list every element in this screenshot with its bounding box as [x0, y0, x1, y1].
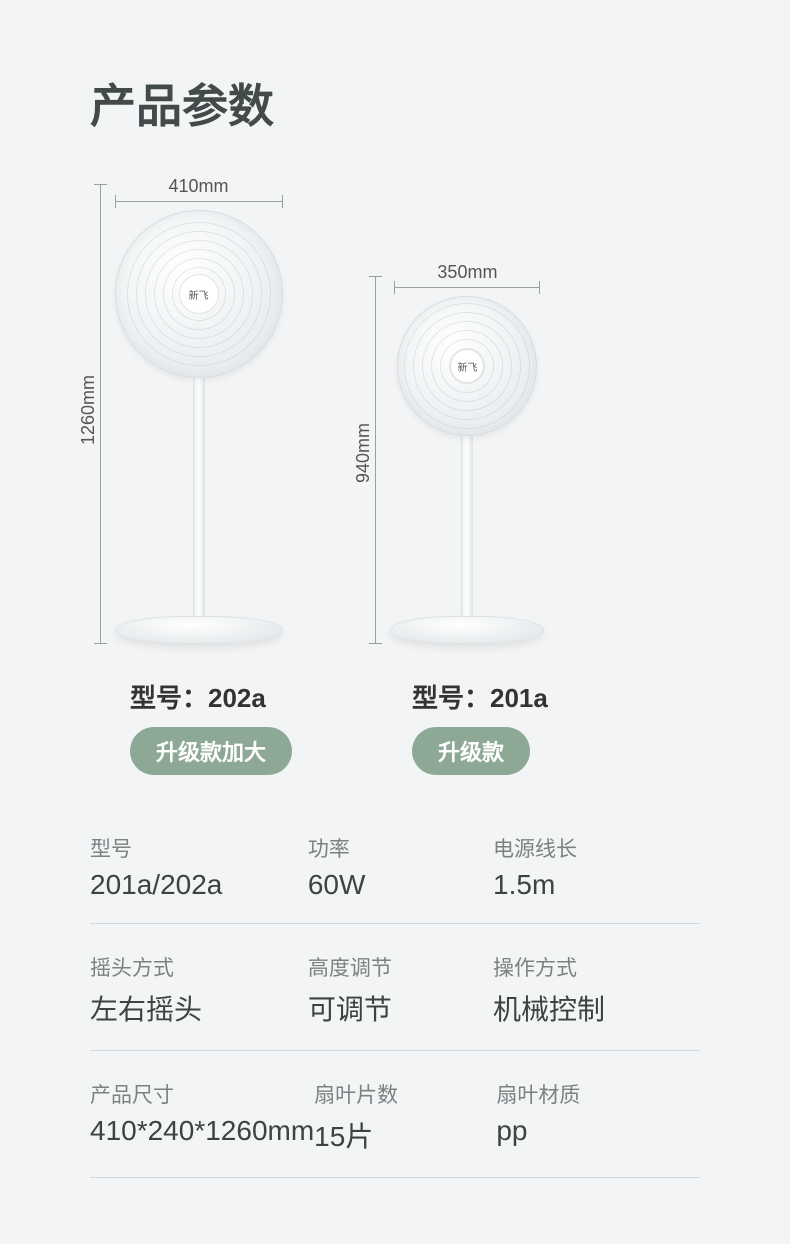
- fan-hub-icon: 新飞: [450, 349, 484, 383]
- dimension-height: 940mm: [375, 276, 376, 644]
- model-block: 型号：201a 升级款: [372, 678, 548, 775]
- spec-row: 摇头方式左右摇头 高度调节可调节 操作方式机械控制: [90, 924, 700, 1051]
- dimension-height: 1260mm: [100, 184, 101, 644]
- fan-illustration: 新飞: [115, 210, 283, 644]
- fan-pole-icon: [461, 436, 473, 616]
- variant-badge: 升级款加大: [130, 727, 292, 775]
- fan-graphic: 940mm 350mm 新飞: [375, 262, 544, 644]
- dimension-width: 350mm: [394, 262, 540, 288]
- model-label: 型号：202a: [130, 678, 292, 715]
- spec-key: 操作方式: [493, 952, 700, 982]
- spec-key: 功率: [308, 833, 493, 863]
- spec-key: 高度调节: [308, 952, 493, 982]
- spec-value: 机械控制: [493, 988, 700, 1028]
- brand-label: 新飞: [189, 287, 209, 302]
- spec-row: 产品尺寸 410*240*1260mm 扇叶片数 15片 扇叶材质 pp: [90, 1051, 700, 1178]
- fan-graphic: 1260mm 410mm 新飞: [100, 176, 283, 644]
- fan-head-icon: 新飞: [397, 296, 537, 436]
- fan-block-202a: 1260mm 410mm 新飞: [90, 176, 292, 775]
- spec-value: 左右摇头: [90, 988, 308, 1028]
- spec-key: 扇叶材质: [496, 1079, 700, 1109]
- fan-base-icon: [390, 616, 544, 644]
- variant-badge: 升级款: [412, 727, 530, 775]
- width-label: 350mm: [437, 262, 497, 283]
- spec-value: 201a/202a: [90, 869, 308, 901]
- fan-base-icon: [115, 616, 283, 644]
- dimension-width: 410mm: [115, 176, 283, 202]
- spec-key: 扇叶片数: [314, 1079, 496, 1109]
- page-title: 产品参数: [90, 70, 700, 136]
- fan-hub-icon: 新飞: [179, 274, 219, 314]
- spec-cell: 功率 60W: [308, 833, 493, 901]
- model-block: 型号：202a 升级款加大: [90, 678, 292, 775]
- spec-value: 60W: [308, 869, 493, 901]
- fan-head-icon: 新飞: [115, 210, 283, 378]
- width-line: [394, 287, 540, 288]
- width-label: 410mm: [168, 176, 228, 197]
- model-label: 型号：201a: [412, 678, 548, 715]
- height-line: [375, 276, 376, 644]
- spec-table: 型号 201a/202a 功率 60W 电源线长 1.5m 摇头方式左右摇头 高度调节…: [90, 805, 700, 1178]
- spec-value: pp: [496, 1115, 700, 1147]
- fan-block-201a: 940mm 350mm 新飞: [372, 262, 548, 775]
- width-line: [115, 201, 283, 202]
- spec-cell: 摇头方式左右摇头: [90, 952, 308, 1028]
- spec-cell: 型号 201a/202a: [90, 833, 308, 901]
- height-line: [100, 184, 101, 644]
- spec-key: 型号: [90, 833, 308, 863]
- spec-cell: 产品尺寸 410*240*1260mm: [90, 1079, 314, 1155]
- fan-comparison-row: 1260mm 410mm 新飞: [90, 176, 700, 775]
- spec-value: 410*240*1260mm: [90, 1115, 314, 1147]
- spec-value: 可调节: [308, 988, 493, 1028]
- product-spec-page: 产品参数 1260mm 410mm 新飞: [0, 0, 790, 1218]
- spec-cell: 电源线长 1.5m: [493, 833, 700, 901]
- fan-column: 410mm 新飞: [115, 176, 283, 644]
- height-label: 940mm: [353, 423, 374, 483]
- brand-label: 新飞: [457, 359, 477, 374]
- spec-cell: 扇叶片数 15片: [314, 1079, 496, 1155]
- fan-illustration: 新飞: [390, 296, 544, 644]
- spec-cell: 扇叶材质 pp: [496, 1079, 700, 1155]
- spec-key: 产品尺寸: [90, 1079, 314, 1109]
- spec-key: 摇头方式: [90, 952, 308, 982]
- spec-value: 15片: [314, 1115, 496, 1155]
- fan-column: 350mm 新飞: [390, 262, 544, 644]
- spec-key: 电源线长: [493, 833, 700, 863]
- height-label: 1260mm: [78, 375, 99, 445]
- spec-cell: 操作方式机械控制: [493, 952, 700, 1028]
- fan-pole-icon: [193, 378, 205, 616]
- spec-value: 1.5m: [493, 869, 700, 901]
- spec-row: 型号 201a/202a 功率 60W 电源线长 1.5m: [90, 805, 700, 924]
- spec-cell: 高度调节可调节: [308, 952, 493, 1028]
